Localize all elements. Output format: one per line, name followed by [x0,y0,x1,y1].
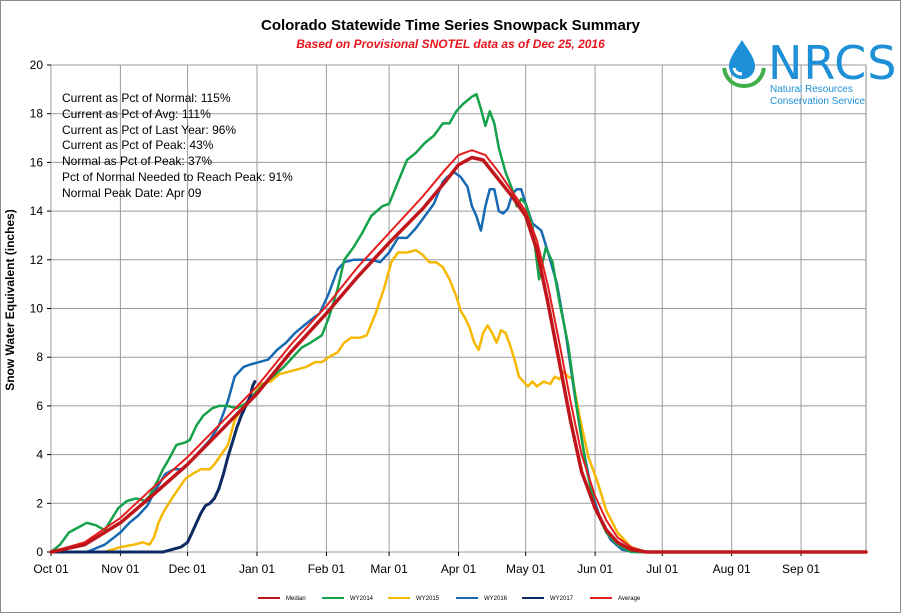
chart-title: Colorado Statewide Time Series Snowpack … [260,17,640,34]
legend-label: Average [618,596,641,602]
x-tick-label: May 01 [506,562,546,576]
legend: Median WY2014 WY2015 WY2016 WY2017 Average [258,596,641,602]
legend-label: WY2015 [416,596,440,602]
x-tick-label: Mar 01 [370,562,408,576]
stat-normal-pct-peak: Normal as Pct of Peak: 37% [62,154,213,169]
y-axis-label: Snow Water Equivalent (inches) [3,209,17,391]
y-tick-label: 16 [30,155,44,169]
x-tick-label: Apr 01 [441,562,477,576]
stat-pct-last-year: Current as Pct of Last Year: 96% [62,122,237,137]
y-tick-label: 8 [36,350,43,364]
stats-box: Current as Pct of Normal: 115% Current a… [62,91,293,202]
x-tick-label: Jun 01 [577,562,613,576]
series-line-wy2017 [49,380,257,554]
series-line-average [50,149,867,553]
series-lines [49,92,868,554]
legend-label: WY2014 [350,596,374,602]
y-tick-label: 10 [30,302,44,316]
x-tick-label: Aug 01 [713,562,751,576]
logo-wordmark: NRCS [768,36,898,90]
legend-label: Median [286,596,306,602]
y-tick-label: 12 [30,253,44,267]
stat-normal-peak-date: Normal Peak Date: Apr 09 [62,185,202,200]
chart-subtitle: Based on Provisional SNOTEL data as of D… [296,37,605,51]
x-tick-label: Jan 01 [239,562,275,576]
stat-pct-avg: Current as Pct of Avg: 111% [62,106,211,121]
water-drop-icon [722,40,766,88]
series-line-wy2015 [49,248,868,554]
x-tick-label: Dec 01 [169,562,207,576]
y-tick-label: 14 [30,204,44,218]
y-tick-label: 0 [36,545,43,559]
y-tick-label: 2 [36,496,43,510]
axis-ticks: 0 2 4 6 8 10 12 14 16 18 20 Oct 01 Nov 01 Dec 01 Jan 0… [30,58,821,576]
stat-pct-peak: Current as Pct of Peak: 43% [62,138,214,153]
stat-pct-normal: Current as Pct of Normal: 115% [62,91,231,105]
x-tick-label: Jul 01 [646,562,678,576]
logo-org-line1: Natural Resources [770,84,853,95]
legend-label: WY2016 [484,596,508,602]
x-tick-label: Nov 01 [101,562,139,576]
y-tick-label: 20 [30,58,44,72]
x-tick-label: Sep 01 [782,562,820,576]
x-tick-label: Feb 01 [308,562,346,576]
stat-pct-needed: Pct of Normal Needed to Reach Peak: 91% [62,169,293,184]
y-tick-label: 4 [36,448,43,462]
nrcs-logo: NRCS Natural Resources Conservation Serv… [718,36,896,116]
logo-org-line2: Conservation Service [770,96,866,107]
x-tick-label: Oct 01 [33,562,69,576]
series-line-median [49,155,868,554]
legend-label: WY2017 [550,596,574,602]
y-tick-label: 18 [30,107,44,121]
y-tick-label: 6 [36,399,43,413]
logo-org-name: Natural Resources Conservation Service [770,84,865,108]
